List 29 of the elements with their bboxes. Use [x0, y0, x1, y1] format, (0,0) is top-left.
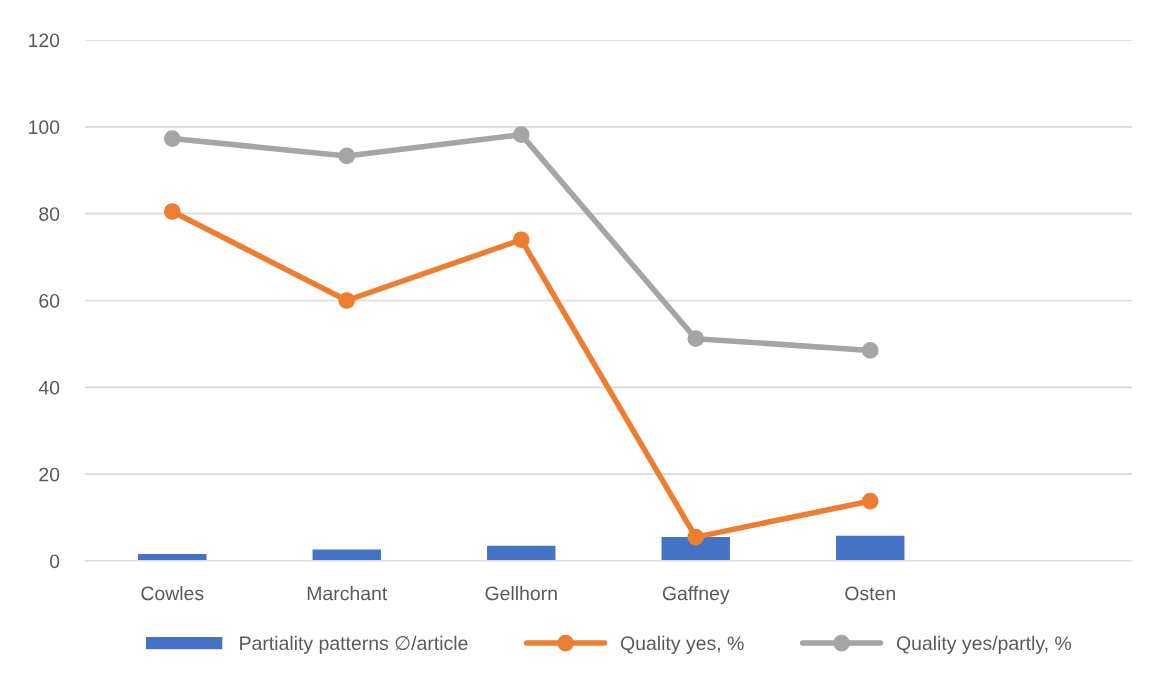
point: [512, 126, 530, 143]
point: [338, 292, 356, 309]
point: [512, 231, 530, 249]
x-tick-label: Gaffney: [662, 586, 730, 605]
x-tick-label: Gellhorn: [485, 586, 557, 601]
point: [687, 330, 705, 348]
y-tick-label: 0: [49, 554, 60, 569]
y-tick-label: 40: [38, 380, 60, 395]
point: [163, 203, 181, 220]
point: [163, 130, 181, 147]
legend-label: Quality yes/partly, %: [896, 635, 1072, 654]
y-tick-label: 100: [29, 120, 60, 135]
x-tick-label: Osten: [845, 586, 895, 601]
point: [861, 342, 879, 359]
y-tick-label: 80: [39, 207, 60, 221]
legend-label: Quality yes, %: [620, 635, 744, 654]
point: [338, 147, 356, 165]
legend-label: Partiality patterns ∅/article: [240, 635, 468, 654]
x-tick-label: Marchant: [307, 586, 388, 601]
y-tick-label: 20: [39, 467, 60, 482]
y-tick-label: 120: [29, 33, 60, 48]
x-tick-label: Cowles: [141, 586, 204, 601]
bar: [136, 552, 208, 561]
bar: [311, 548, 383, 561]
bar: [834, 534, 906, 561]
point: [861, 492, 879, 510]
point: [687, 528, 705, 546]
y-tick-label: 60: [39, 293, 60, 308]
bar: [485, 544, 557, 561]
